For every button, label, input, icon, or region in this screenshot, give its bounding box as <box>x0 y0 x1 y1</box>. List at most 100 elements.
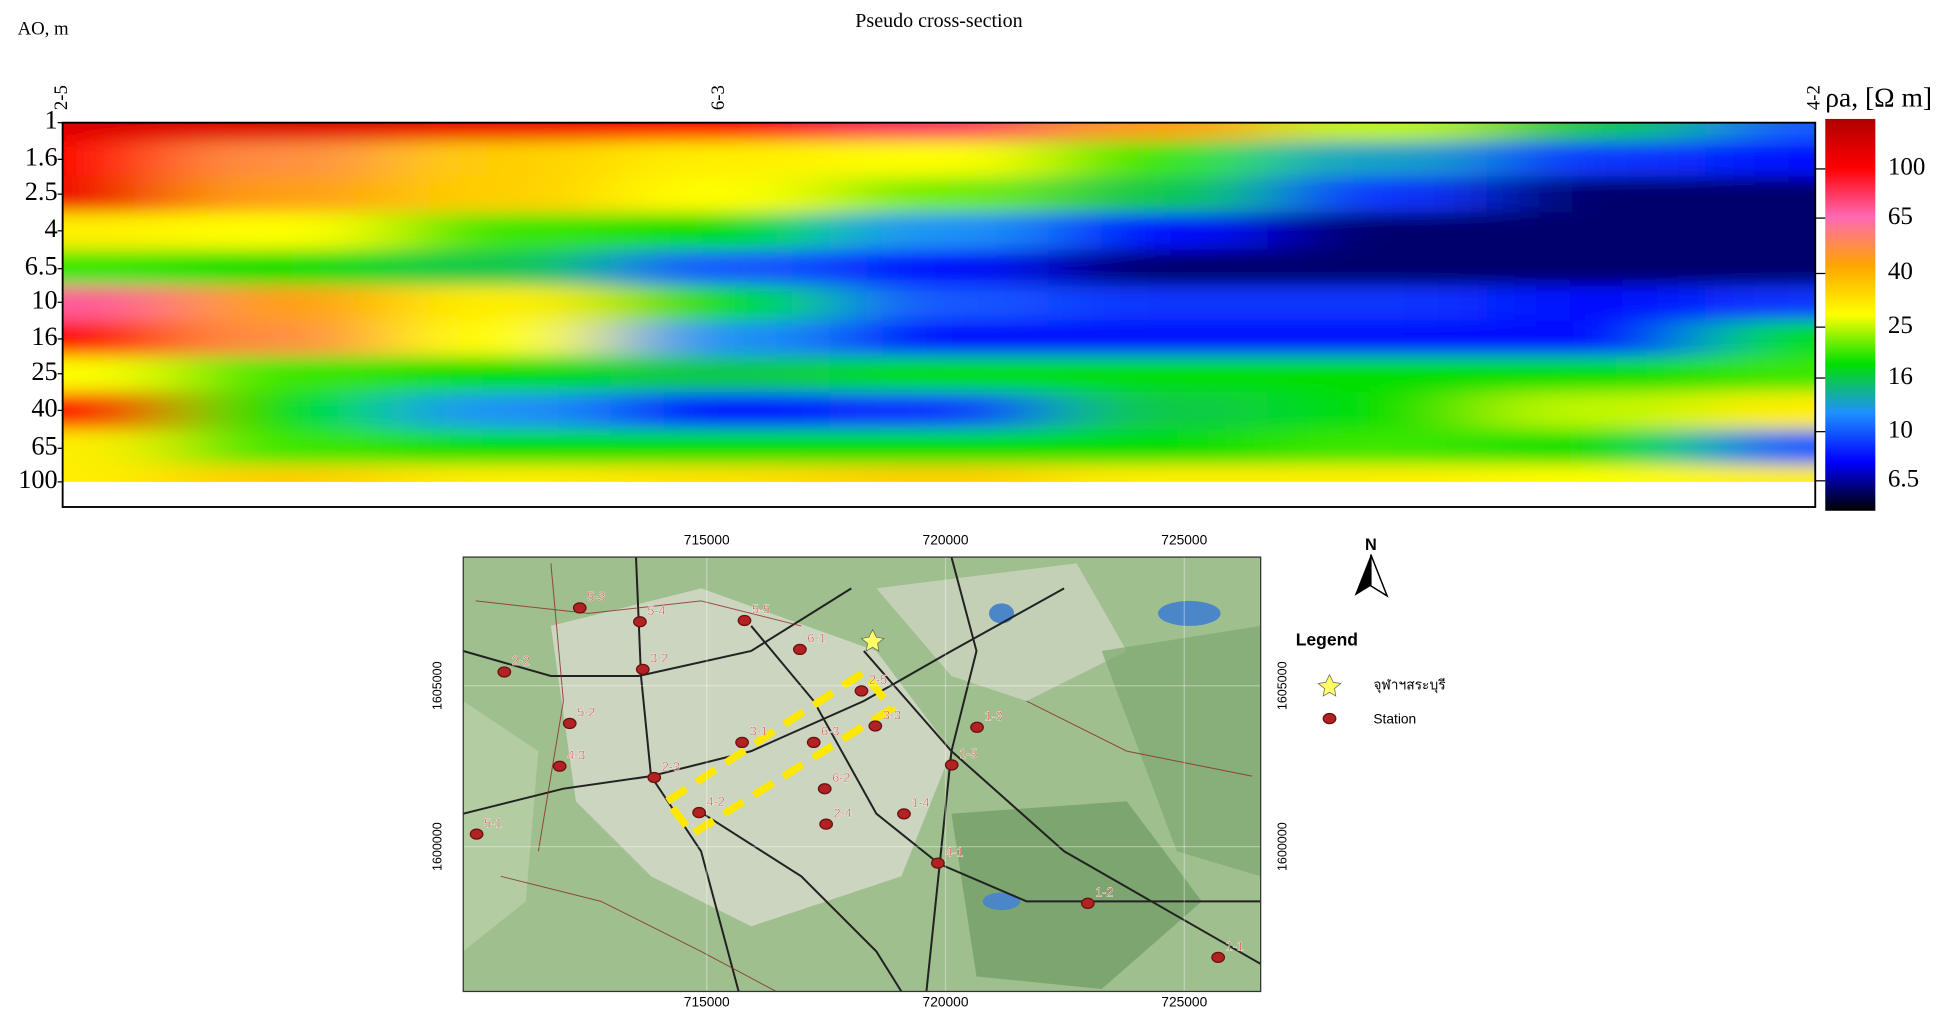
legend-title: Legend <box>1296 630 1358 650</box>
station-dot <box>648 772 661 782</box>
map-y-tick-label: 1600000 <box>430 822 444 871</box>
colorbar-label: ρa, [Ω m] <box>1825 81 1932 112</box>
heat-cell <box>829 429 1049 466</box>
heat-cell <box>1268 392 1488 431</box>
station-label: 2-5 <box>869 673 887 687</box>
station-label: 5-1 <box>484 816 502 830</box>
station-label: 2-3 <box>662 760 680 774</box>
map-y-tick-label: 1600000 <box>1276 822 1290 871</box>
y-tick-label: 10 <box>31 285 57 314</box>
heat-cell <box>1487 285 1707 321</box>
heat-cell <box>1268 429 1488 466</box>
heat-cell <box>1487 141 1707 178</box>
station-label: 2-4 <box>834 806 852 820</box>
colorbar-tick-label: 100 <box>1888 154 1926 181</box>
colorbar-tick-label: 6.5 <box>1888 466 1919 493</box>
heat-cell <box>610 177 830 214</box>
heat-cell <box>391 250 611 287</box>
heat-cell <box>610 392 830 431</box>
station-label: 4-2 <box>707 795 725 809</box>
map-base <box>463 557 1260 991</box>
station-dot <box>1082 898 1095 908</box>
station-dot <box>1212 952 1225 962</box>
heat-cell <box>1048 212 1268 251</box>
map-y-tick-label: 1605000 <box>1276 661 1290 710</box>
heat-cell <box>391 321 611 358</box>
heatmap <box>0 73 1953 534</box>
colorbar-tick-label: 40 <box>1888 258 1913 285</box>
heat-cell <box>391 212 611 251</box>
colorbar-tick-label: 25 <box>1888 312 1913 339</box>
y-tick-label: 4 <box>44 214 57 243</box>
heat-cell <box>391 356 611 393</box>
heat-cell <box>0 212 173 251</box>
heat-cell <box>0 392 173 431</box>
heat-cell <box>829 73 1049 143</box>
heat-cell <box>610 321 830 358</box>
heat-cell <box>1268 465 1488 533</box>
heat-cell <box>0 321 173 358</box>
heat-cell <box>172 465 392 533</box>
station-label: 3-3 <box>883 708 901 722</box>
station-label: 1-2 <box>1095 886 1113 900</box>
map-x-tick-label: 715000 <box>684 532 730 547</box>
heat-cell <box>1487 465 1707 533</box>
station-dot <box>818 784 831 794</box>
heat-cell <box>610 212 830 251</box>
colorbar-tick-label: 16 <box>1888 363 1913 390</box>
y-tick-label: 65 <box>31 431 57 460</box>
heat-cell <box>610 250 830 287</box>
heat-cell <box>1487 321 1707 358</box>
heat-cell <box>172 356 392 393</box>
station-dot <box>498 667 511 677</box>
map-x-tick-label: 725000 <box>1161 994 1207 1009</box>
station-label: 3-1 <box>750 725 768 739</box>
heat-cell <box>1268 212 1488 251</box>
heat-cell <box>391 177 611 214</box>
station-label: 3-2 <box>650 652 668 666</box>
heat-cell <box>172 321 392 358</box>
y-tick-label: 2.5 <box>25 177 58 206</box>
heat-cell <box>829 392 1049 431</box>
map-x-tick-label: 715000 <box>684 994 730 1009</box>
heat-cell <box>829 321 1049 358</box>
station-label: 5-3 <box>587 590 605 604</box>
heat-cell <box>1268 177 1488 214</box>
heat-cell <box>1048 177 1268 214</box>
heat-cell <box>1048 321 1268 358</box>
station-dot <box>807 737 820 747</box>
heat-cell <box>1048 465 1268 533</box>
north-arrow <box>1371 555 1387 596</box>
heat-cell <box>0 73 173 143</box>
station-label: 6-2 <box>832 771 850 785</box>
heat-cell <box>1487 429 1707 466</box>
heat-cell <box>829 465 1049 533</box>
heat-cell <box>1487 73 1707 143</box>
map-x-tick-label: 720000 <box>923 994 969 1009</box>
heat-cell <box>391 392 611 431</box>
heat-cell <box>172 73 392 143</box>
station-label: 5-4 <box>647 604 665 618</box>
station-label: 1-5 <box>959 747 977 761</box>
station-label: 6-1 <box>807 632 825 646</box>
station-dot <box>820 819 833 829</box>
figure: Pseudo cross-section AO, m ρa, [Ω m] <box>0 0 1953 1009</box>
heat-cell <box>610 141 830 178</box>
heat-cell <box>0 285 173 321</box>
station-label: 4-1 <box>945 845 963 859</box>
legend-star <box>1318 675 1341 696</box>
station-label: 1-1 <box>1226 940 1244 954</box>
station-dot <box>470 829 483 839</box>
station-dot <box>971 722 984 732</box>
station-dot <box>563 718 576 728</box>
heat-cell <box>1048 285 1268 321</box>
colorbar <box>1825 119 1875 511</box>
y-axis-label: AO, m <box>18 18 69 39</box>
station-dot <box>736 737 749 747</box>
heat-cell <box>391 285 611 321</box>
heat-cell <box>172 429 392 466</box>
heat-cell <box>1487 392 1707 431</box>
heat-cell <box>1048 356 1268 393</box>
heat-cell <box>610 429 830 466</box>
y-tick-label: 16 <box>31 322 57 351</box>
